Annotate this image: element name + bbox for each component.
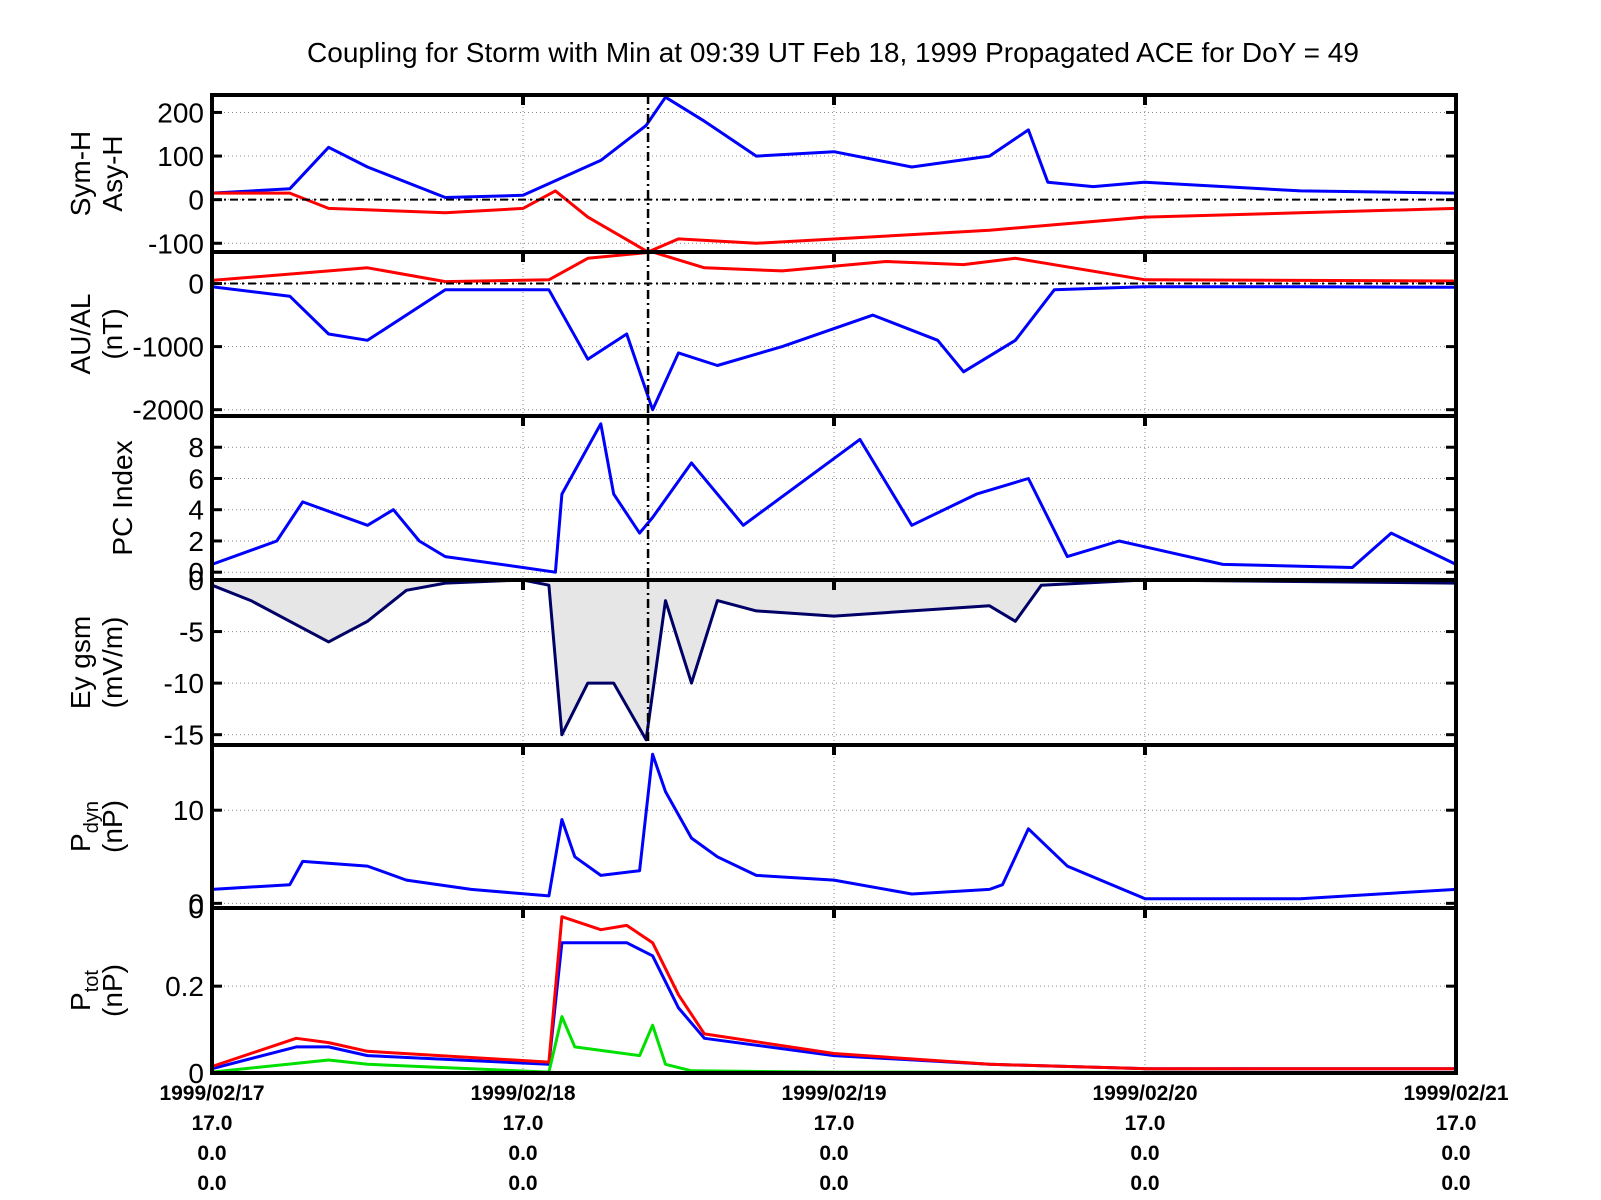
y-axis-label: AU/AL — [65, 294, 96, 375]
y-axis-label: Pdyn — [65, 801, 103, 852]
x-tick-label: 0.0 — [819, 1172, 848, 1195]
x-tick-label: 1999/02/19 — [781, 1082, 886, 1105]
x-tick-label: 1999/02/21 — [1403, 1082, 1508, 1105]
series-line-2 — [211, 915, 1456, 1071]
series-line-1 — [211, 578, 1457, 742]
y-tick-label: 0 — [188, 557, 204, 588]
series-line-1 — [211, 285, 1457, 412]
x-tick-label: 0.0 — [197, 1172, 226, 1195]
y-tick-label: 0 — [188, 1058, 204, 1089]
panel-1: 200 100 0 -100 Sym-H Asy-H — [65, 93, 1458, 259]
x-tick-label: 0.0 — [508, 1172, 537, 1195]
y-tick-label: -15 — [164, 720, 204, 751]
x-tick-label: 1999/02/17 — [159, 1082, 264, 1105]
y-tick-label: 0 — [188, 893, 204, 924]
panel-frame — [210, 906, 1458, 1075]
x-tick-label: 0.0 — [1441, 1172, 1470, 1195]
x-tick-label: 0.0 — [508, 1142, 537, 1165]
x-tick-label: 0.0 — [1130, 1172, 1159, 1195]
series-line-1 — [211, 422, 1457, 574]
y-tick-label: 2 — [188, 526, 204, 557]
y-tick-label: 8 — [188, 432, 204, 463]
chart-title: Coupling for Storm with Min at 09:39 UT … — [307, 37, 1359, 68]
series-area-fill — [212, 580, 1456, 740]
y-axis-label: (nP) — [97, 964, 128, 1017]
panel-2: 0 -1000 -2000 AU/AL (nT) — [65, 250, 1458, 426]
y-tick-label: 0 — [188, 269, 204, 300]
y-tick-label: 200 — [157, 97, 204, 128]
y-tick-label: -100 — [148, 228, 204, 259]
y-tick-label: -1000 — [132, 332, 204, 363]
y-tick-label: 0.2 — [165, 971, 204, 1002]
series-line-1 — [211, 941, 1456, 1071]
x-tick-label: 17.0 — [1125, 1112, 1166, 1135]
x-tick-label: 17.0 — [192, 1112, 233, 1135]
series-line-1 — [211, 95, 1457, 199]
y-tick-label: 0 — [188, 185, 204, 216]
y-tick-label: -2000 — [132, 395, 204, 426]
x-tick-label: 0.0 — [197, 1142, 226, 1165]
panel-6: 0 0.2 0 Ptot(nP) — [65, 893, 1458, 1089]
x-tick-label: 1999/02/18 — [470, 1082, 575, 1105]
y-tick-label: 6 — [188, 463, 204, 494]
x-tick-label: 1999/02/20 — [1092, 1082, 1197, 1105]
panel-5: 10 0 Pdyn(nP) — [65, 743, 1458, 919]
y-axis-label: Ey gsm — [65, 616, 96, 709]
x-tick-label: 0.0 — [1130, 1142, 1159, 1165]
x-tick-label: 0.0 — [819, 1142, 848, 1165]
y-axis-label: Asy-H — [97, 135, 128, 211]
y-tick-label: -10 — [164, 668, 204, 699]
y-axis-label: (nP) — [97, 800, 128, 853]
x-axis-labels: 1999/02/17 17.0 0.0 0.0 1999/02/18 17.0 0.0 0.0… — [159, 1082, 1508, 1195]
series-line-2 — [211, 250, 1457, 284]
y-tick-label: 4 — [188, 495, 204, 526]
y-tick-label: -5 — [179, 617, 204, 648]
panel-frame — [210, 93, 1458, 254]
y-tick-label: 0 — [188, 565, 204, 596]
y-axis-label: PC Index — [107, 440, 138, 555]
series-line-1 — [211, 752, 1457, 901]
x-tick-label: 17.0 — [1436, 1112, 1477, 1135]
y-tick-label: 10 — [173, 795, 204, 826]
y-tick-label: 0 — [188, 888, 204, 919]
y-axis-label: (mV/m) — [97, 617, 128, 709]
x-tick-label: 17.0 — [814, 1112, 855, 1135]
x-tick-label: 17.0 — [503, 1112, 544, 1135]
y-axis-label: Sym-H — [65, 131, 96, 217]
x-tick-label: 0.0 — [1441, 1142, 1470, 1165]
y-tick-label: 100 — [157, 141, 204, 172]
y-axis-label: (nT) — [97, 308, 128, 359]
panel-4: 0 -5 -10 -15 Ey gsm (mV/m) — [65, 565, 1458, 751]
y-axis-label: Ptot — [65, 970, 103, 1011]
